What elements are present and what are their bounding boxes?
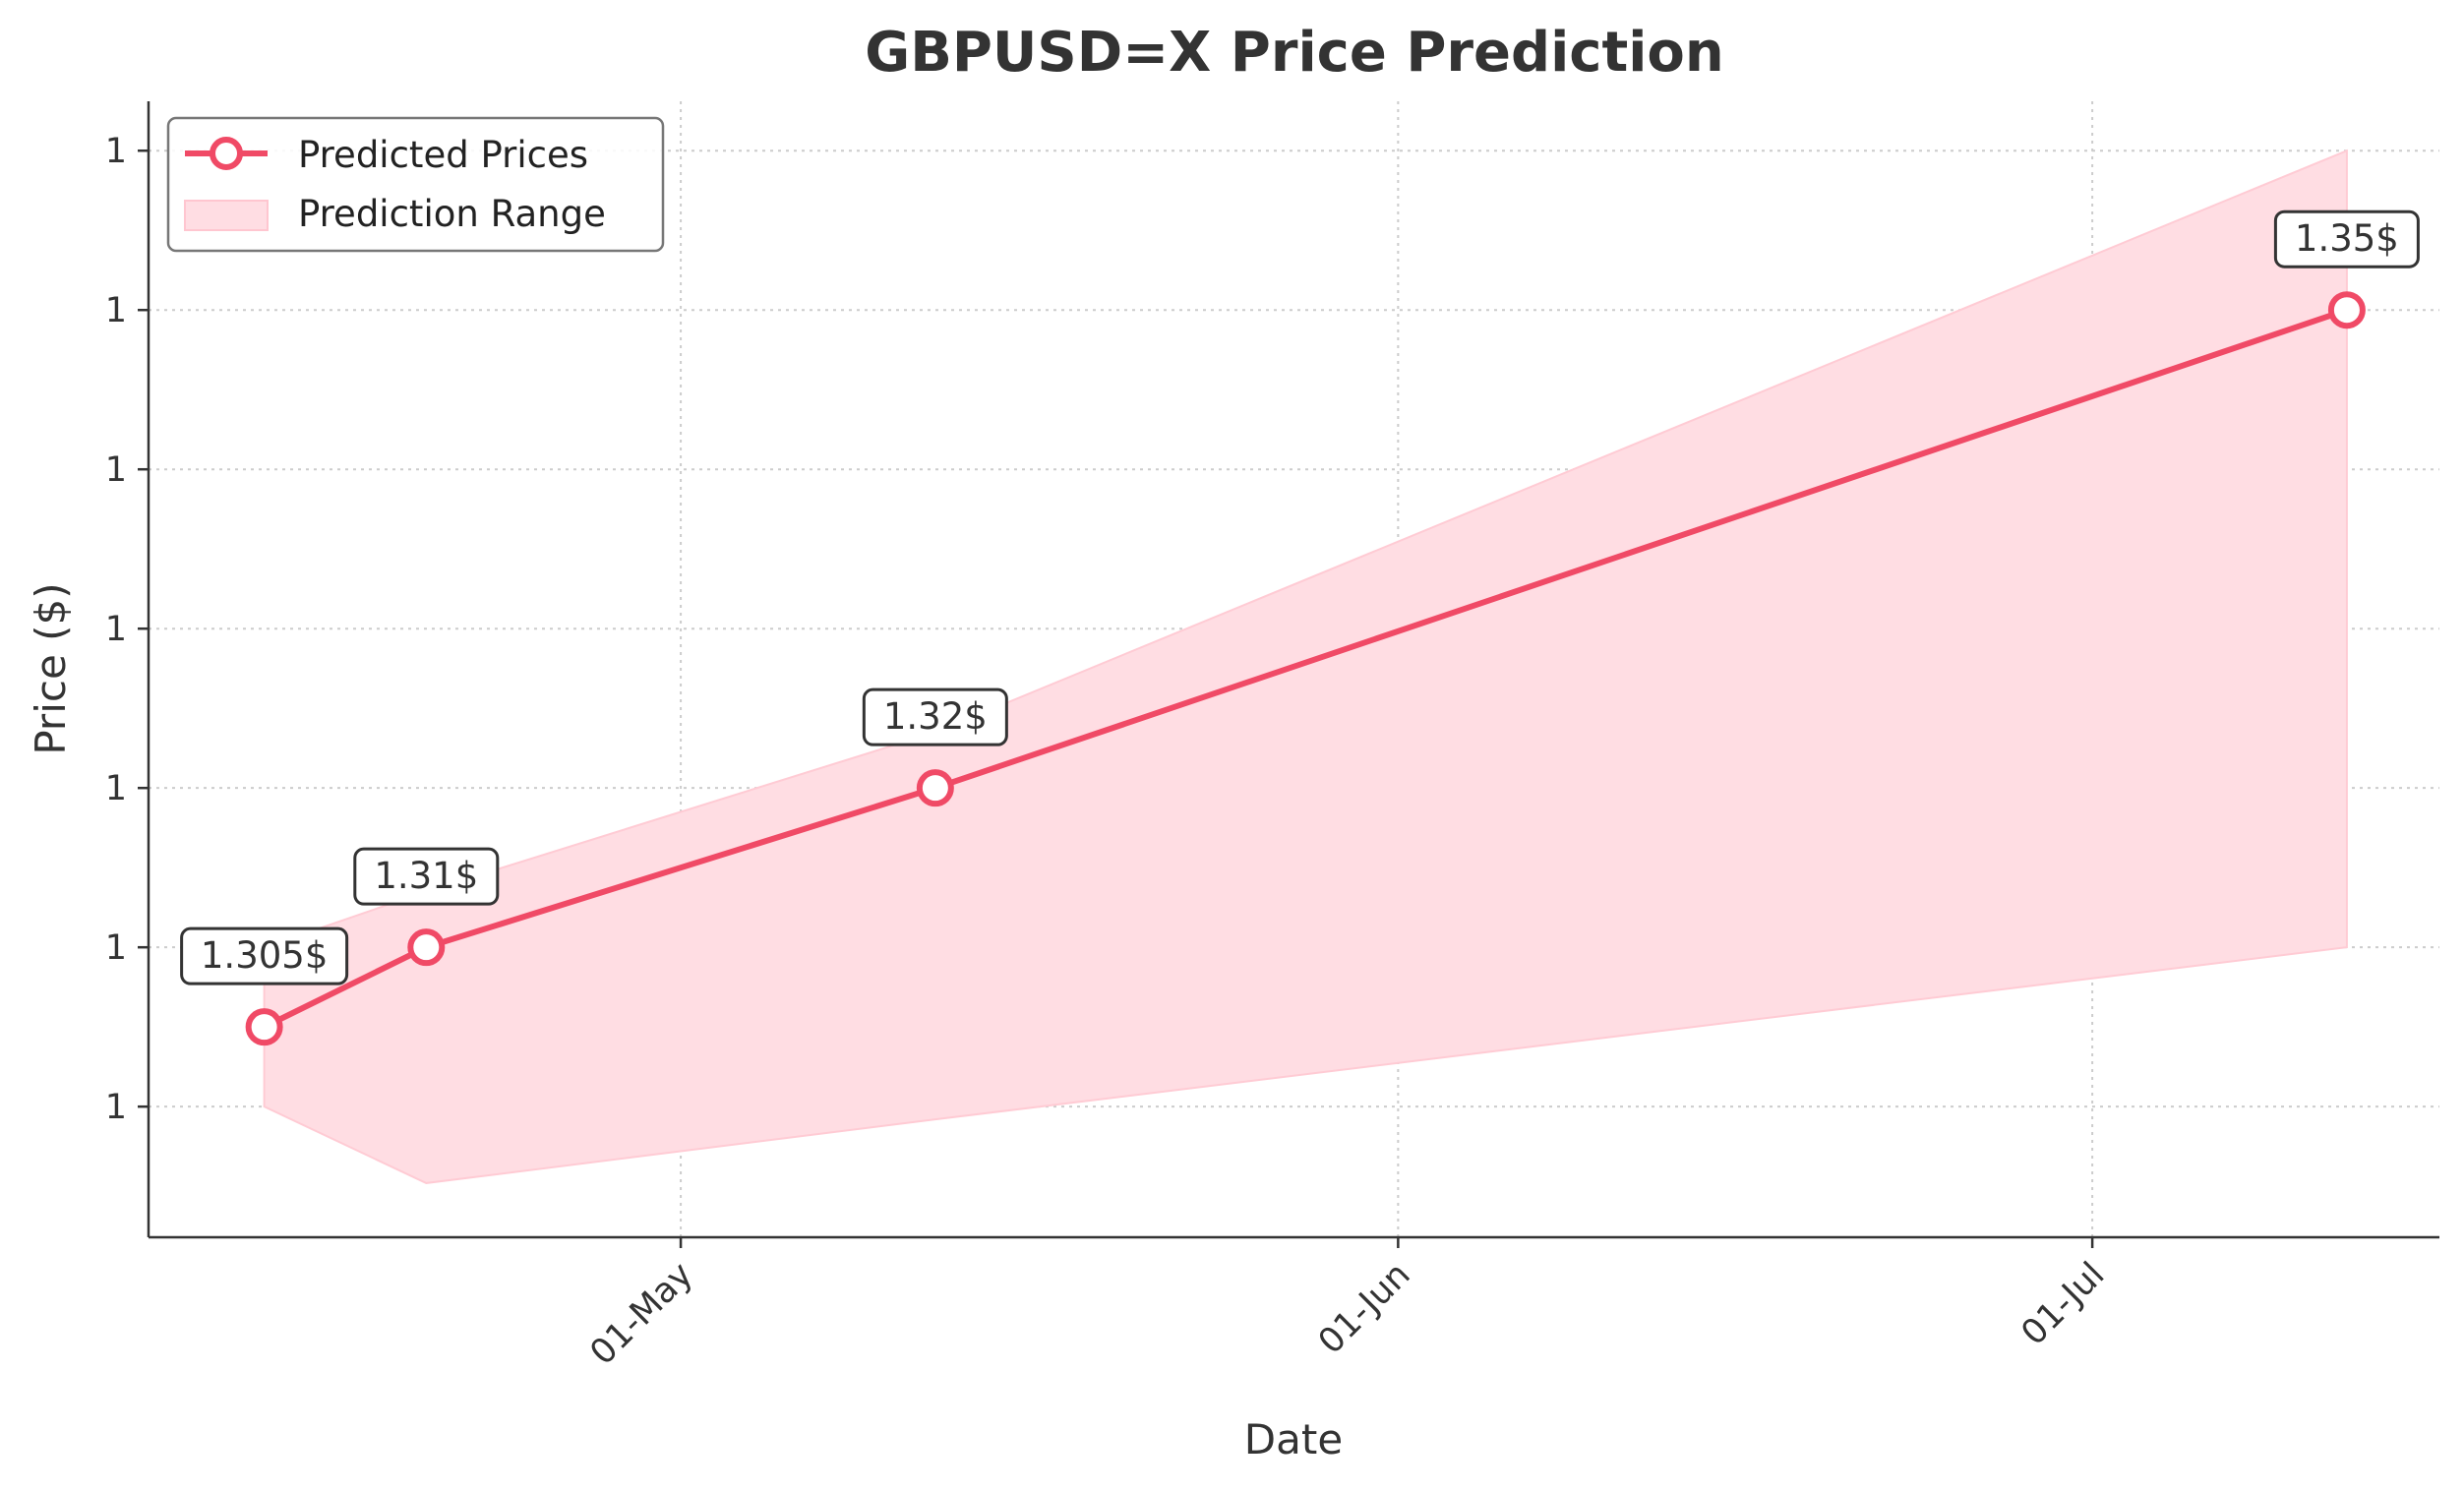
legend-band-swatch [184, 200, 269, 231]
y-tick-label: 1 [105, 610, 127, 649]
y-tick-label: 1 [105, 1088, 127, 1127]
data-point [245, 1008, 283, 1046]
x-axis-label: Date [1244, 1415, 1343, 1463]
data-label-box [862, 687, 1008, 746]
x-tick-label: 01-Jul [2014, 1255, 2113, 1353]
data-label: 1.31$ [374, 855, 478, 897]
data-points [245, 291, 2366, 1046]
data-point [916, 769, 954, 807]
chart-title: GBPUSD=X Price Prediction [865, 21, 1724, 85]
data-label-box [353, 847, 500, 906]
x-ticks: 01-May 01-Jun 01-Jul [583, 1237, 2113, 1373]
x-tick-label: 01-Jun [1311, 1255, 1418, 1362]
data-point [2327, 291, 2366, 329]
data-label: 1.35$ [2295, 217, 2399, 260]
data-point [407, 928, 446, 967]
predicted-prices-line [263, 307, 2348, 1030]
y-tick-label: 1 [105, 450, 127, 490]
legend-marker-swatch [210, 137, 243, 170]
y-axis-label: Price ($) [27, 582, 75, 754]
prediction-range-band [263, 149, 2348, 1184]
data-annotations: 1.305$ 1.31$ 1.32$ 1.35$ [180, 209, 2420, 985]
legend: Predicted Prices Prediction Range [166, 116, 665, 253]
legend-label-range: Prediction Range [298, 193, 606, 235]
y-ticks: 1 1 1 1 1 1 1 [105, 132, 149, 1127]
legend-label-predicted: Predicted Prices [298, 134, 588, 176]
legend-box [166, 116, 665, 253]
y-tick-label: 1 [105, 928, 127, 968]
y-tick-label: 1 [105, 132, 127, 171]
x-tick-label: 01-May [583, 1255, 701, 1373]
y-tick-label: 1 [105, 291, 127, 330]
data-label: 1.305$ [201, 934, 328, 977]
data-label: 1.32$ [883, 695, 988, 738]
data-label-box [2273, 209, 2420, 269]
y-tick-label: 1 [105, 769, 127, 808]
data-label-box [180, 926, 349, 985]
